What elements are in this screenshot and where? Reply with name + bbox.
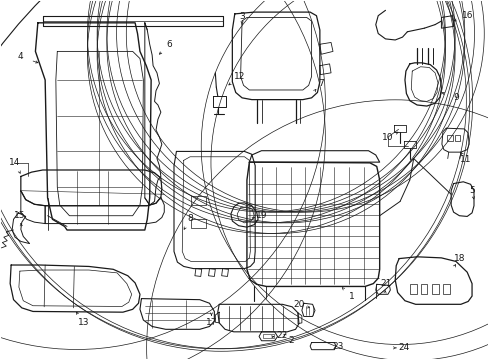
Text: 6: 6 bbox=[166, 40, 172, 49]
Text: 2: 2 bbox=[287, 336, 293, 345]
Bar bbox=[442, 284, 449, 294]
Text: 14: 14 bbox=[9, 158, 20, 167]
Text: 9: 9 bbox=[452, 93, 458, 102]
Bar bbox=[454, 135, 459, 141]
Bar bbox=[420, 284, 427, 294]
Text: 5: 5 bbox=[468, 186, 474, 195]
Bar bbox=[191, 196, 205, 205]
Text: 13: 13 bbox=[78, 318, 90, 327]
Text: 21: 21 bbox=[380, 279, 391, 288]
Text: 1: 1 bbox=[348, 292, 354, 301]
Bar bbox=[431, 284, 438, 294]
Text: 17: 17 bbox=[205, 318, 217, 327]
Bar bbox=[263, 334, 273, 338]
Text: 15: 15 bbox=[14, 211, 25, 220]
Text: 24: 24 bbox=[398, 343, 409, 352]
Text: 8: 8 bbox=[187, 214, 193, 223]
Text: 10: 10 bbox=[382, 133, 393, 142]
Bar bbox=[409, 284, 416, 294]
Text: 23: 23 bbox=[331, 342, 343, 351]
Bar bbox=[191, 219, 205, 228]
Text: 3: 3 bbox=[239, 12, 244, 21]
Bar bbox=[447, 135, 452, 141]
Text: 11: 11 bbox=[459, 155, 470, 164]
Text: 18: 18 bbox=[453, 254, 464, 263]
Text: 22: 22 bbox=[276, 331, 287, 340]
Text: 16: 16 bbox=[462, 11, 473, 20]
Text: 19: 19 bbox=[255, 211, 267, 220]
Text: 12: 12 bbox=[233, 72, 245, 81]
Text: 7: 7 bbox=[318, 79, 324, 88]
Text: 20: 20 bbox=[293, 300, 304, 309]
Text: 4: 4 bbox=[18, 52, 23, 61]
